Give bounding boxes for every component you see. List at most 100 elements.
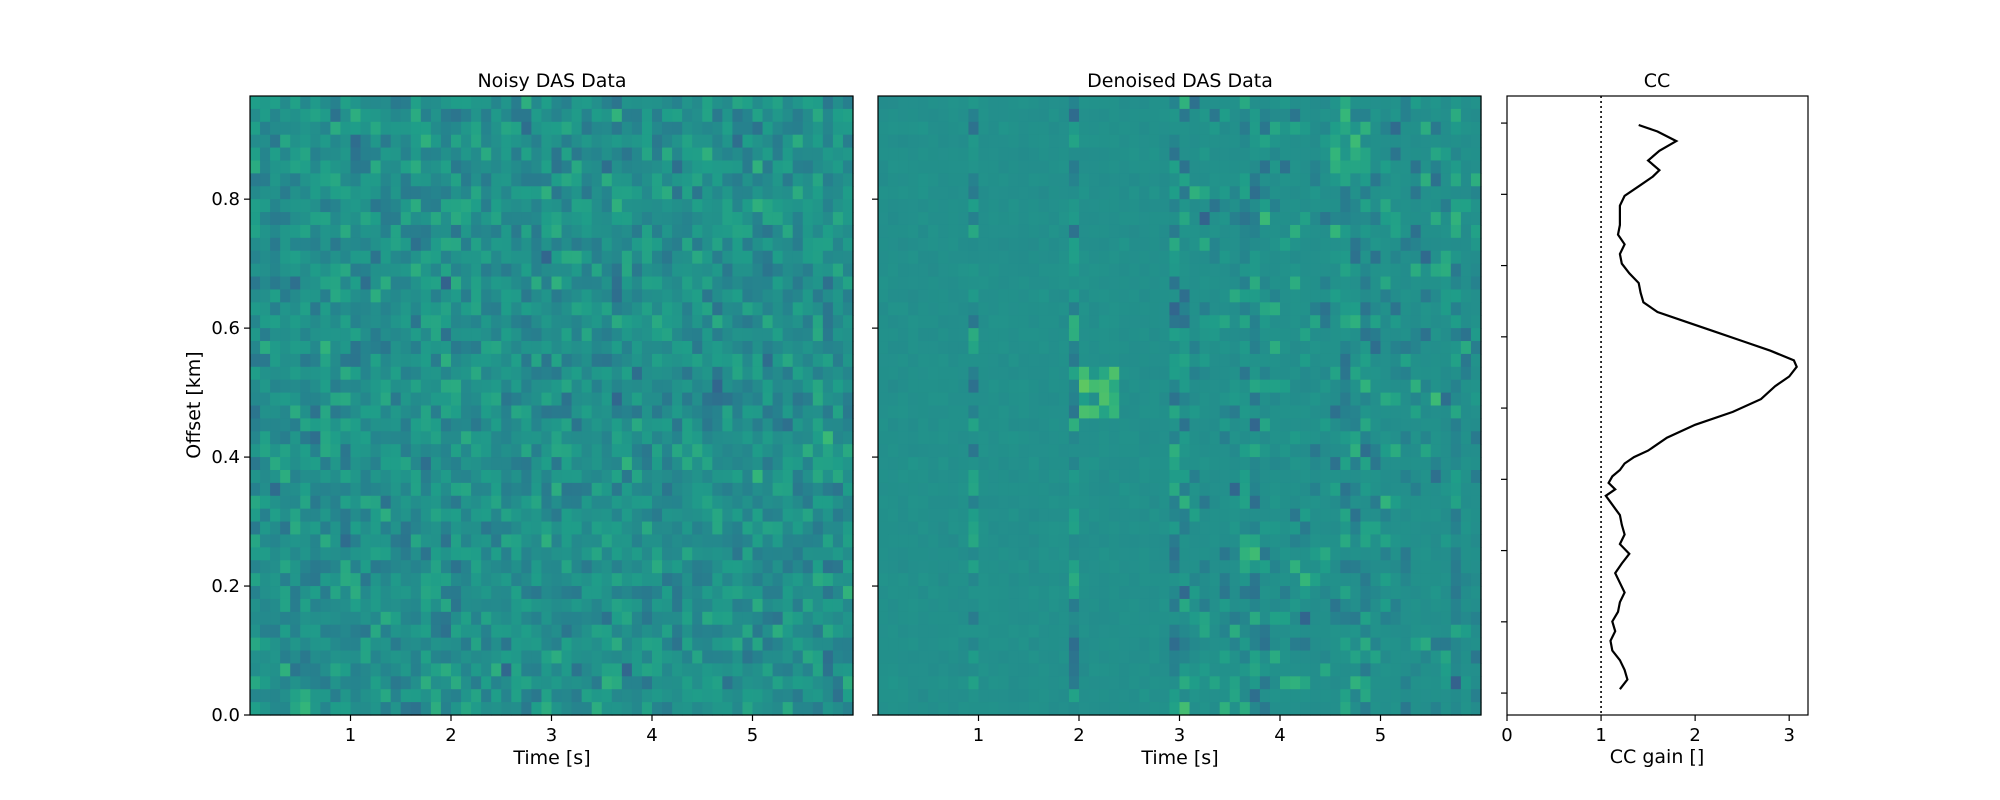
heat-cell	[938, 224, 949, 239]
heat-cell	[320, 108, 331, 123]
heat-cell	[260, 263, 271, 278]
heat-cell	[762, 431, 774, 445]
heat-cell	[1470, 237, 1482, 252]
heat-cell	[1320, 457, 1331, 471]
heat-cell	[1280, 160, 1291, 174]
heat-cell	[280, 573, 291, 587]
heat-cell	[1280, 534, 1291, 548]
heat-cell	[290, 366, 301, 381]
heat-cell	[390, 560, 402, 574]
heat-cell	[1109, 457, 1120, 471]
heat-cell	[898, 508, 909, 523]
heat-cell	[1410, 353, 1422, 368]
heat-cell	[702, 353, 713, 368]
heat-cell	[541, 302, 553, 316]
heat-cell	[491, 341, 502, 355]
heat-cell	[742, 276, 754, 291]
heat-cell	[842, 315, 854, 329]
heat-cell	[1129, 495, 1140, 510]
heat-cell	[260, 341, 271, 355]
heat-cell	[878, 341, 889, 355]
heat-cell	[641, 598, 653, 613]
heat-cell	[340, 199, 352, 213]
heat-cell	[782, 444, 794, 458]
heat-cell	[1169, 237, 1181, 252]
heat-cell	[260, 147, 271, 162]
heat-cell	[310, 598, 321, 613]
heat-cell	[1139, 366, 1150, 381]
heat-cell	[601, 302, 613, 316]
heat-cell	[350, 328, 362, 342]
heat-cell	[1430, 134, 1442, 149]
heat-cell	[471, 689, 482, 703]
heat-cell	[1360, 315, 1372, 329]
heat-cell	[1380, 482, 1392, 497]
heat-cell	[772, 508, 784, 523]
heat-cell	[591, 457, 603, 471]
heat-cell	[581, 702, 593, 716]
heat-cell	[732, 186, 744, 200]
heat-cell	[822, 508, 834, 523]
heat-cell	[591, 212, 603, 226]
heat-cell	[1370, 212, 1382, 226]
heat-cell	[1209, 237, 1221, 252]
heat-cell	[310, 676, 321, 690]
heat-cell	[1038, 160, 1050, 174]
heat-cell	[958, 444, 970, 458]
heat-cell	[948, 366, 959, 381]
heat-cell	[928, 134, 939, 149]
heat-cell	[1209, 263, 1221, 278]
heat-cell	[1239, 418, 1251, 432]
heat-cell	[958, 289, 970, 303]
heat-cell	[1290, 121, 1301, 136]
heat-cell	[692, 147, 703, 162]
heat-cell	[641, 482, 653, 497]
heat-cell	[772, 199, 784, 213]
heat-cell	[581, 250, 593, 265]
heat-cell	[420, 147, 432, 162]
heat-cell	[1179, 469, 1191, 484]
heat-cell	[772, 315, 784, 329]
heat-cell	[541, 586, 553, 600]
heat-cell	[310, 237, 321, 252]
heat-cell	[611, 482, 623, 497]
heat-cell	[1330, 212, 1341, 226]
heat-cell	[1259, 534, 1271, 548]
heat-cell	[1300, 302, 1311, 316]
heat-cell	[1400, 186, 1412, 200]
heat-cell	[350, 469, 362, 484]
heat-cell	[732, 598, 744, 613]
heat-cell	[561, 637, 573, 652]
heat-cell	[1079, 534, 1090, 548]
heat-cell	[471, 573, 482, 587]
heat-cell	[1249, 276, 1261, 291]
heat-cell	[672, 328, 683, 342]
heat-cell	[340, 534, 352, 548]
heat-cell	[762, 341, 774, 355]
heat-cell	[440, 237, 452, 252]
heat-cell	[380, 624, 392, 639]
heat-cell	[1028, 302, 1040, 316]
heat-cell	[878, 418, 889, 432]
heat-cell	[270, 366, 281, 381]
heat-cell	[1400, 134, 1412, 149]
heat-cell	[1269, 418, 1281, 432]
heat-cell	[1450, 431, 1462, 445]
heat-cell	[712, 224, 723, 239]
heat-cell	[938, 302, 949, 316]
heat-cell	[571, 173, 583, 187]
heat-cell	[1209, 315, 1221, 329]
heat-cell	[541, 611, 553, 626]
heat-cell	[742, 134, 754, 149]
heat-cell	[1360, 353, 1372, 368]
heat-cell	[812, 702, 824, 716]
heat-cell	[752, 392, 764, 407]
heat-cell	[380, 250, 392, 265]
heat-cell	[732, 676, 744, 690]
heat-cell	[591, 237, 603, 252]
heat-cell	[652, 689, 663, 703]
heat-cell	[601, 186, 613, 200]
heat-cell	[998, 495, 1010, 510]
heat-cell	[792, 289, 804, 303]
heat-cell	[521, 315, 532, 329]
